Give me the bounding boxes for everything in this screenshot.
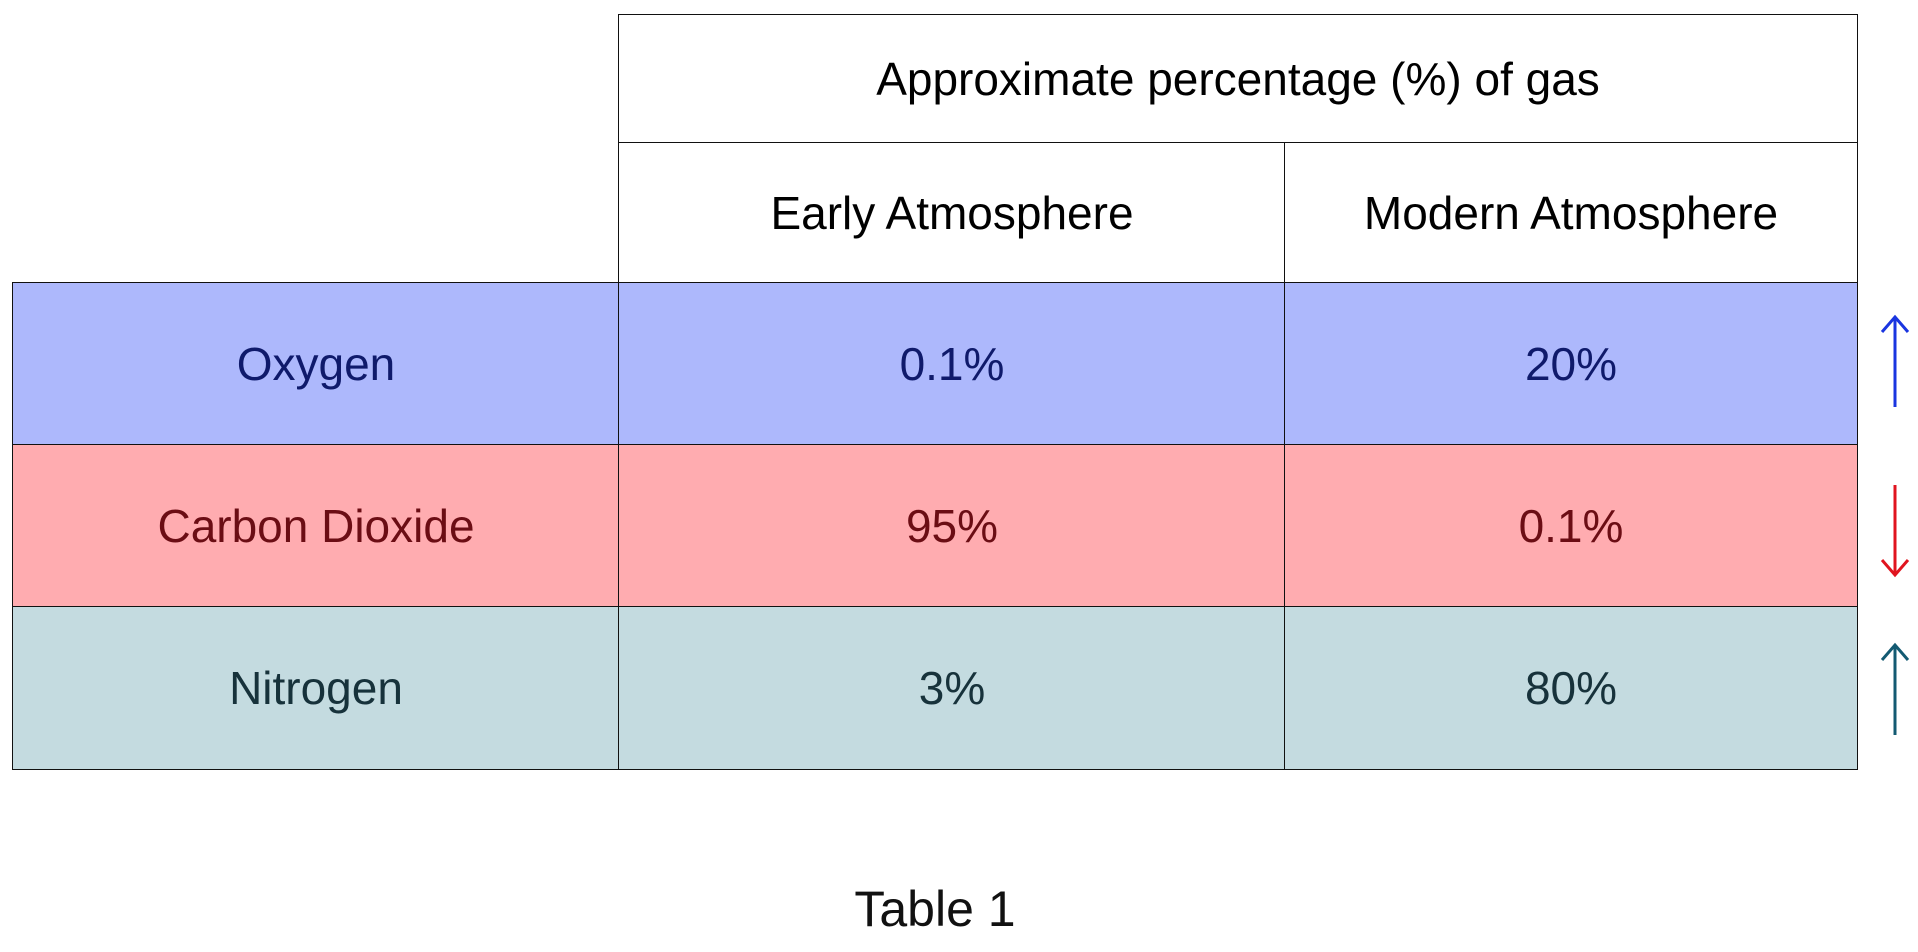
column-header-modern-label: Modern Atmosphere	[1363, 187, 1779, 239]
column-header-modern: Modern Atmosphere	[1284, 142, 1858, 284]
table-cell-modern: 20%	[1284, 282, 1858, 446]
table-cell-modern: 0.1%	[1284, 444, 1858, 608]
arrow-head	[1880, 559, 1910, 578]
table-cell-early: 95%	[618, 444, 1286, 608]
row-label-cell: Nitrogen	[12, 606, 620, 770]
value-oxygen-modern: 20%	[1524, 338, 1618, 390]
value-carbon-dioxide-early: 95%	[905, 500, 999, 552]
arrow-up-icon	[1880, 642, 1910, 735]
column-header-early: Early Atmosphere	[618, 142, 1286, 284]
table-caption: Table 1	[854, 881, 1016, 937]
value-carbon-dioxide-modern: 0.1%	[1518, 500, 1624, 552]
row-label-oxygen: Oxygen	[236, 338, 396, 390]
arrow-down-icon	[1880, 485, 1910, 578]
table-cell-early: 3%	[618, 606, 1286, 770]
table-cell-modern: 80%	[1284, 606, 1858, 770]
arrow-head	[1880, 642, 1910, 661]
value-nitrogen-early: 3%	[918, 662, 986, 714]
value-oxygen-early: 0.1%	[899, 338, 1005, 390]
arrow-up-icon	[1880, 314, 1910, 407]
arrow-head	[1880, 314, 1910, 333]
row-label-nitrogen: Nitrogen	[229, 662, 403, 714]
table-header-group: Approximate percentage (%) of gas	[618, 14, 1858, 144]
table-cell-early: 0.1%	[618, 282, 1286, 446]
value-nitrogen-modern: 80%	[1524, 662, 1618, 714]
row-label-carbon-dioxide: Carbon Dioxide	[157, 500, 475, 552]
row-label-cell: Oxygen	[12, 282, 620, 446]
column-header-early-label: Early Atmosphere	[770, 187, 1134, 239]
row-label-cell: Carbon Dioxide	[12, 444, 620, 608]
header-group-label: Approximate percentage (%) of gas	[876, 53, 1600, 105]
